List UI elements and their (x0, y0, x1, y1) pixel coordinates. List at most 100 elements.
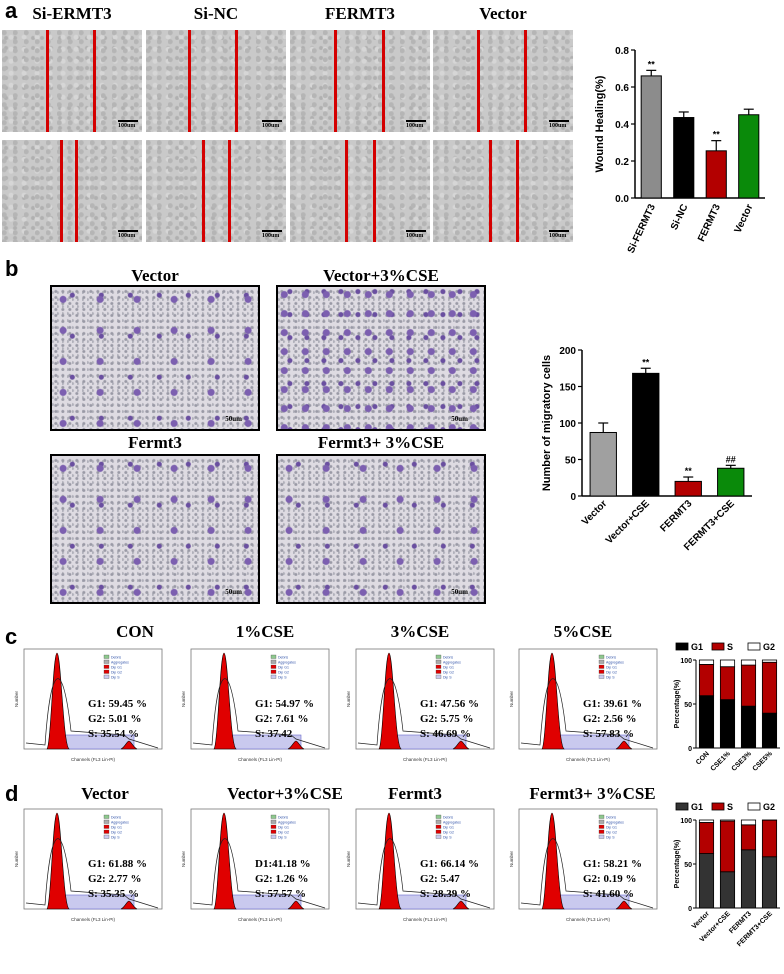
g1-peak (46, 812, 70, 910)
x-axis-label: Channels (FL3 Lin-PI) (238, 757, 283, 762)
legend-swatch (711, 642, 725, 651)
flow-legend-label: Dip S (278, 676, 287, 680)
bar (632, 372, 660, 497)
scale-bar: 100um (262, 120, 282, 129)
flow-legend-label: Dip G1 (111, 666, 122, 670)
g1-peak (213, 652, 237, 750)
legend-label: G2 (763, 802, 775, 812)
bar (589, 431, 617, 497)
stacked-bar-segment (698, 819, 715, 823)
flow-legend-swatch (598, 824, 605, 829)
flow-legend-swatch (103, 659, 110, 664)
flow-legend-label: Dip S (111, 836, 120, 840)
y-tick-label: 0 (688, 906, 692, 913)
histogram-trace (192, 678, 326, 749)
transwell-image: 50um (276, 285, 486, 431)
category-label: Si-FERMT3 (626, 202, 658, 255)
g2-peak (452, 740, 470, 750)
flow-legend-swatch (598, 664, 605, 669)
flow-legend-swatch (598, 829, 605, 834)
y-axis-label: Percentage(%) (674, 680, 681, 729)
flow-legend-label: Aggregates (443, 661, 461, 665)
cell-cycle-stat-line: G1: 58.21 % (583, 858, 642, 870)
panel-label-b: b (5, 256, 19, 281)
g2-peak (287, 900, 305, 910)
y-axis-label: Wound Healing(%) (594, 75, 606, 172)
cell-cycle-stat-line: D1:41.18 % (255, 858, 311, 870)
flow-legend-label: Debris (443, 816, 453, 820)
flow-legend-swatch (103, 829, 110, 834)
flow-legend-label: Dip G1 (278, 666, 289, 670)
y-tick-label: 0.0 (615, 194, 629, 205)
cell-cycle-stat-line: G1: 39.61 % (583, 698, 642, 710)
stacked-bar-segment (698, 822, 715, 854)
significance-label: ** (642, 357, 650, 367)
g2-peak (452, 900, 470, 910)
flow-legend-swatch (103, 669, 110, 674)
panel-a-title: Si-ERMT3 (32, 4, 112, 23)
stacked-bar-segment (719, 659, 736, 668)
flow-legend-swatch (598, 674, 605, 679)
flow-legend-swatch (598, 669, 605, 674)
flow-legend-label: Dip G1 (606, 826, 617, 830)
panel-c-title: 3%CSE (390, 622, 450, 641)
g2-peak (615, 740, 633, 750)
flow-legend-swatch (103, 834, 110, 839)
flow-legend-swatch (598, 659, 605, 664)
flow-legend-swatch (103, 814, 110, 819)
cell-cycle-stat-line: S: 57.57 % (255, 888, 307, 900)
scale-bar: 50um (225, 588, 242, 596)
significance-label: ** (685, 466, 693, 476)
category-label: CSE1% (710, 750, 733, 773)
flow-legend-label: Debris (443, 656, 453, 660)
cell-cycle-stat-line: G2: 2.77 % (88, 873, 142, 885)
category-label: FERMT3 (658, 498, 694, 534)
cell-cycle-stat-line: G2: 0.19 % (583, 873, 637, 885)
flow-legend-swatch (598, 819, 605, 824)
flow-legend-label: Debris (606, 656, 616, 660)
g1-peak (541, 812, 565, 910)
stacked-bar-segment (740, 824, 757, 851)
scale-bar: 100um (262, 230, 282, 239)
x-axis-label: Channels (FL3 Lin-PI) (403, 917, 448, 922)
panel-d-title: Vector+3%CSE (227, 784, 343, 803)
bar (674, 480, 702, 497)
panel-a-title: FERMT3 (325, 4, 395, 23)
stacked-bar-segment (740, 849, 757, 909)
cell-cycle-chart-c: G1 S G2 0 50 100 Percentage(%) CONCSE1%CSE3%CSE… (674, 642, 780, 773)
y-tick-label: 0.2 (615, 157, 629, 168)
stacked-bar-segment (698, 695, 715, 749)
wound-image: 100um (290, 30, 430, 132)
stacked-bar-segment (761, 856, 778, 909)
stacked-bar-segment (740, 659, 757, 666)
flow-legend-label: Dip G2 (111, 671, 122, 675)
histogram-trace (520, 838, 654, 909)
stacked-bar-segment (761, 659, 778, 663)
legend-label: G2 (763, 642, 775, 652)
flow-legend-label: Aggregates (111, 661, 129, 665)
histogram-trace (357, 678, 491, 749)
flow-legend-swatch (435, 654, 442, 659)
stacked-bar-segment (761, 819, 778, 858)
histogram-trace (192, 838, 326, 909)
y-axis-label: Number (509, 691, 514, 708)
flow-legend-label: Debris (278, 656, 288, 660)
flow-legend-label: Dip G2 (606, 671, 617, 675)
significance-label: ** (648, 59, 656, 69)
panel-d-title: Fermt3+ 3%CSE (529, 784, 656, 803)
panel-d-title: Fermt3 (388, 784, 442, 803)
g1-peak (213, 812, 237, 910)
wound-image: 100um (146, 30, 286, 132)
stacked-bar-segment (719, 699, 736, 749)
x-axis-label: Channels (FL3 Lin-PI) (403, 757, 448, 762)
legend-label: S (727, 802, 733, 812)
legend-label: G1 (691, 642, 703, 652)
y-axis-label: Number (181, 691, 186, 708)
y-tick-label: 100 (680, 818, 692, 825)
y-axis-label: Number (346, 691, 351, 708)
y-axis-label: Number of migratory cells (541, 355, 553, 491)
flow-legend-swatch (270, 674, 277, 679)
